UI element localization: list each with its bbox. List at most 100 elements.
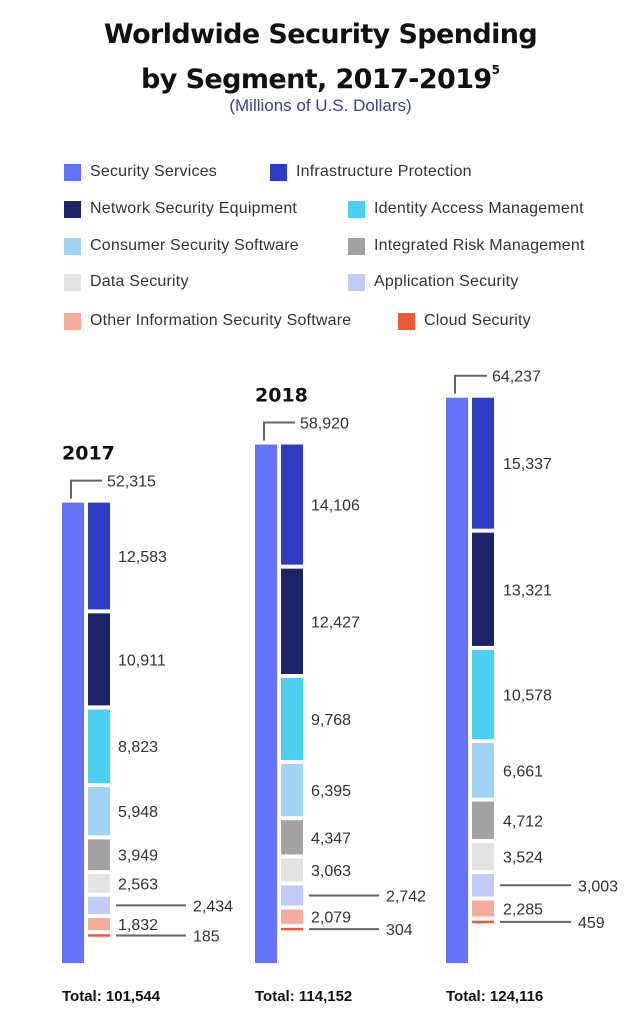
segment-bar — [472, 801, 494, 840]
legend-item: Network Security Equipment — [64, 199, 297, 219]
segment-value-label: 9,768 — [311, 712, 351, 729]
segment-value-label: 2,285 — [503, 902, 543, 919]
segment-value-label: 8,823 — [118, 739, 158, 756]
legend-item: Data Security — [64, 272, 189, 292]
total-value-label: 58,920 — [300, 416, 349, 433]
legend-label: Network Security Equipment — [90, 200, 298, 217]
segment-value-label: 4,712 — [503, 813, 543, 830]
legend-item: Application Security — [348, 272, 519, 292]
chart-title-line1: Worldwide Security Spending — [103, 19, 538, 50]
segment-bar — [281, 677, 303, 760]
segment-value-label: 10,911 — [118, 652, 166, 669]
segment-value-label: 3,003 — [578, 878, 618, 895]
legend-item: Security Services — [64, 162, 217, 182]
legend-swatch — [270, 163, 287, 181]
segment-bar — [472, 742, 494, 798]
legend-item: Consumer Security Software — [64, 236, 299, 256]
segment-bar — [281, 568, 303, 674]
legend-item: Identity Access Management — [348, 199, 584, 219]
chart-title-line2-text: by Segment, 2017-2019 — [141, 64, 492, 95]
segment-bar — [88, 874, 110, 893]
segment-bar — [88, 896, 110, 915]
segment-bar — [472, 843, 494, 871]
legend-label: Identity Access Management — [374, 200, 584, 217]
segment-value-label: 12,583 — [118, 549, 167, 566]
segment-value-label: 13,321 — [503, 582, 552, 599]
segment-bar — [88, 787, 110, 836]
segment-bar — [281, 444, 303, 565]
total-bar — [62, 502, 84, 963]
segment-value-label: 1,832 — [118, 917, 158, 934]
segment-value-label: 6,395 — [311, 783, 351, 800]
year-label: 2018 — [255, 385, 308, 407]
legend-swatch — [348, 237, 365, 255]
grand-total-label: Total: 101,544 — [62, 988, 161, 1005]
total-bar — [255, 444, 277, 963]
legend-label: Consumer Security Software — [90, 237, 299, 254]
segment-value-label: 2,079 — [311, 910, 351, 927]
legend-label: Infrastructure Protection — [296, 163, 472, 180]
legend-swatch — [398, 312, 415, 330]
legend-item: Other Information Security Software — [64, 311, 351, 331]
grand-total-label: Total: 114,152 — [255, 988, 352, 1005]
legend-label: Integrated Risk Management — [374, 237, 585, 254]
segment-bar — [472, 649, 494, 739]
segment-bar — [281, 909, 303, 924]
legend-swatch — [64, 163, 81, 181]
legend-swatch — [64, 273, 81, 291]
legend-label: Cloud Security — [424, 312, 531, 329]
segment-value-label: 14,106 — [311, 498, 360, 515]
segment-bar — [281, 927, 303, 931]
segment-bar — [281, 763, 303, 817]
segment-value-label: 15,337 — [503, 456, 552, 473]
chart-title-line2: by Segment, 2017-20195 — [0, 53, 641, 97]
legend-swatch — [348, 273, 365, 291]
year-label: 2017 — [62, 443, 115, 465]
total-leader-line — [70, 479, 102, 499]
total-leader-line — [454, 374, 487, 394]
segment-value-label: 459 — [578, 915, 605, 932]
segment-bar — [88, 709, 110, 784]
segment-bar — [88, 918, 110, 931]
segment-bar — [88, 613, 110, 706]
segment-value-label: 2,563 — [118, 876, 158, 893]
segment-bar — [472, 900, 494, 917]
legend-label: Other Information Security Software — [90, 312, 352, 329]
segment-value-label: 2,434 — [193, 898, 233, 915]
footnote-marker: 5 — [491, 63, 500, 77]
segment-bar — [281, 885, 303, 906]
segment-bar — [281, 820, 303, 855]
segment-value-label: 3,524 — [503, 850, 543, 867]
legend-label: Security Services — [90, 163, 217, 180]
segment-bar — [472, 874, 494, 897]
legend-swatch — [348, 200, 365, 218]
legend-label: Application Security — [374, 273, 519, 290]
segment-value-label: 10,578 — [503, 687, 552, 704]
total-leader-line — [263, 421, 295, 441]
segment-value-label: 2,742 — [386, 889, 426, 906]
legend-swatch — [64, 312, 81, 330]
segment-bar — [88, 502, 110, 610]
segment-value-label: 6,661 — [503, 763, 543, 780]
stacked-bar-chart: 52,315 2017 12,583 10,911 8,823 5,948 3,949 2,5… — [62, 369, 618, 1005]
legend-swatch — [64, 200, 81, 218]
legend-item: Cloud Security — [398, 311, 531, 331]
legend-item: Integrated Risk Management — [348, 236, 585, 256]
legend-item: Infrastructure Protection — [270, 162, 472, 182]
segment-bar — [472, 920, 494, 924]
segment-value-label: 12,427 — [311, 614, 360, 631]
segment-bar — [88, 839, 110, 871]
segment-value-label: 5,948 — [118, 804, 158, 821]
chart-subtitle: (Millions of U.S. Dollars) — [229, 96, 412, 115]
segment-value-label: 4,347 — [311, 830, 351, 847]
total-value-label: 64,237 — [492, 369, 541, 386]
segment-value-label: 185 — [193, 928, 220, 945]
grand-total-label: Total: 124,116 — [446, 988, 543, 1005]
segment-bar — [88, 934, 110, 937]
legend-label: Data Security — [90, 273, 189, 290]
segment-value-label: 3,063 — [311, 863, 351, 880]
total-value-label: 52,315 — [107, 474, 156, 491]
segment-value-label: 3,949 — [118, 848, 158, 865]
segment-bar — [472, 397, 494, 529]
segment-value-label: 304 — [386, 922, 413, 939]
